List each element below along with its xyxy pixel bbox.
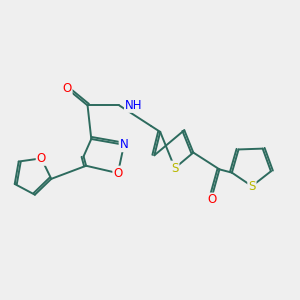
Text: O: O: [113, 167, 123, 180]
Text: O: O: [62, 82, 72, 95]
Text: N: N: [120, 138, 128, 151]
Text: O: O: [37, 152, 46, 165]
Text: NH: NH: [125, 99, 142, 112]
Text: O: O: [207, 194, 217, 206]
Text: S: S: [248, 180, 256, 193]
Text: S: S: [171, 162, 178, 175]
